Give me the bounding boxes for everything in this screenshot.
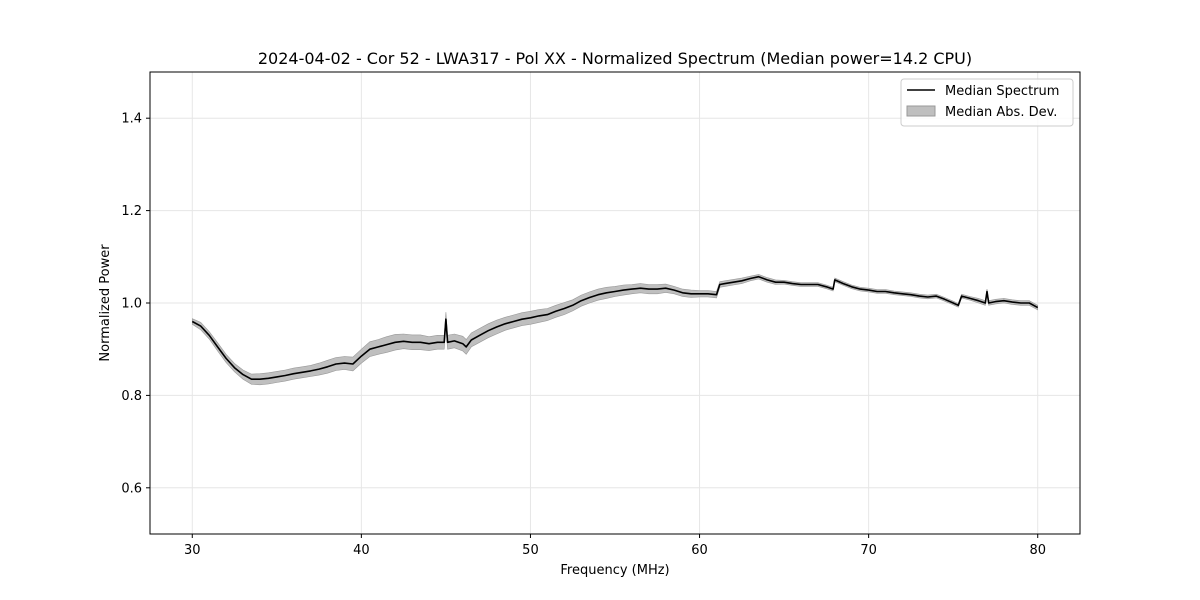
x-axis-ticks: 30 40 50 60 70 80 <box>184 534 1046 558</box>
x-tick-label: 50 <box>522 543 539 558</box>
y-tick-label: 0.8 <box>121 389 142 404</box>
x-tick-label: 80 <box>1029 543 1046 558</box>
x-tick-label: 30 <box>184 543 201 558</box>
legend-median-abs-dev: Median Abs. Dev. <box>945 105 1057 120</box>
mad-band-layer <box>192 274 1038 386</box>
x-tick-label: 60 <box>691 543 708 558</box>
y-tick-label: 1.0 <box>121 297 142 312</box>
legend-box <box>900 78 1074 127</box>
median-spectrum-line <box>191 275 1039 381</box>
mad-band <box>192 274 1038 386</box>
y-tick-label: 1.4 <box>121 112 142 127</box>
y-axis-label: Normalized Power <box>98 244 113 362</box>
x-tick-label: 40 <box>353 543 370 558</box>
chart-title: 2024-04-02 - Cor 52 - LWA317 - Pol XX - … <box>258 49 972 68</box>
legend-band-swatch <box>906 105 936 117</box>
y-tick-label: 0.6 <box>121 481 142 496</box>
x-axis-label: Frequency (MHz) <box>560 563 669 578</box>
x-tick-label: 70 <box>860 543 877 558</box>
legend: Median Spectrum Median Abs. Dev. <box>900 78 1074 127</box>
median-line-layer <box>191 275 1039 381</box>
legend-median-spectrum: Median Spectrum <box>945 84 1059 99</box>
y-tick-label: 1.2 <box>121 204 142 219</box>
y-axis-ticks: 0.6 0.8 1.0 1.2 1.4 <box>121 112 150 496</box>
